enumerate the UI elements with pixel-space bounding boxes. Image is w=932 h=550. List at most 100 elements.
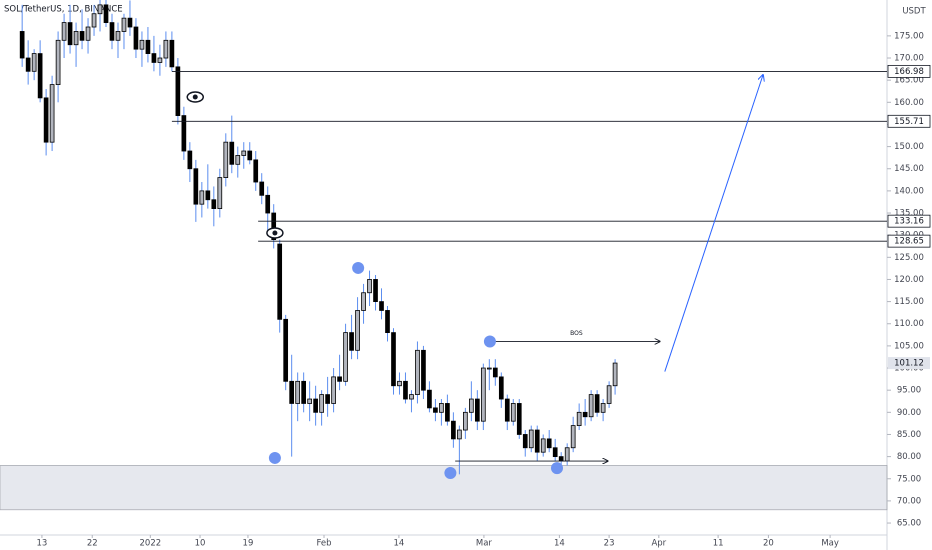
y-tick-label: 65.00 — [897, 519, 921, 529]
x-tick-label: Mar — [476, 539, 493, 549]
projection-arrow — [664, 75, 763, 372]
y-tick-label: 115.00 — [894, 297, 924, 307]
candle-body — [313, 398, 318, 413]
candle-body — [187, 150, 193, 170]
candle-body — [109, 22, 115, 41]
x-tick-label: 19 — [243, 539, 254, 549]
candle-body — [534, 429, 540, 453]
swing-point — [352, 261, 365, 274]
candle-body — [606, 385, 612, 404]
currency-label: USDT — [902, 7, 926, 17]
candle-body — [415, 349, 420, 396]
level-label: 133.16 — [894, 217, 924, 227]
candle-body — [546, 438, 552, 449]
y-tick-label: 145.00 — [894, 164, 924, 174]
candle-body — [97, 4, 103, 15]
candle-body — [373, 279, 378, 303]
candle-body — [391, 332, 396, 387]
candle-body — [133, 26, 139, 50]
eye-pupil — [192, 94, 198, 100]
candle-body — [55, 39, 61, 85]
candle-body — [474, 398, 480, 422]
candle-body — [427, 389, 432, 409]
candle-body — [337, 376, 342, 382]
candle-body — [163, 39, 169, 59]
candle-body — [103, 4, 109, 23]
eye-pupil — [272, 230, 278, 236]
candle-body — [91, 13, 97, 28]
x-tick-label: 11 — [713, 539, 724, 549]
candle-body — [433, 407, 438, 413]
x-tick-label: 2022 — [140, 539, 162, 549]
x-tick-label: Feb — [316, 539, 331, 549]
level-label-box — [887, 234, 931, 248]
candle-body — [229, 141, 235, 165]
swing-point — [268, 451, 281, 464]
candle-body — [325, 394, 330, 404]
candle-body — [445, 403, 450, 422]
candle-body — [403, 380, 408, 400]
level-label-box — [887, 114, 931, 128]
candle-body — [85, 26, 91, 41]
candle-body — [504, 398, 510, 422]
candle-body — [451, 420, 456, 440]
candle-body — [169, 39, 175, 68]
candle-body — [283, 318, 289, 382]
candle-body — [361, 292, 366, 311]
candle-body — [355, 310, 360, 351]
candle-body — [43, 97, 49, 143]
candle-body — [121, 17, 127, 32]
candle-body — [409, 394, 414, 400]
candle-body — [594, 394, 600, 413]
last-price-label: 101.12 — [894, 359, 924, 369]
candle-body — [277, 243, 283, 320]
y-tick-label: 90.00 — [897, 408, 921, 418]
candle-body — [271, 212, 277, 240]
candle-body — [289, 380, 295, 404]
swing-point — [483, 335, 496, 348]
level-label-box — [887, 214, 931, 228]
candle-body — [319, 394, 324, 413]
candle-body — [175, 66, 181, 116]
y-tick-label: 140.00 — [894, 186, 924, 196]
level-label-box — [887, 64, 931, 78]
y-tick-label: 125.00 — [894, 253, 924, 263]
candle-body — [588, 394, 594, 418]
y-tick-label: 80.00 — [897, 452, 921, 462]
candle-body — [421, 349, 426, 391]
candle-body — [558, 456, 564, 462]
x-tick-label: 23 — [604, 539, 615, 549]
candle-body — [217, 177, 223, 209]
swing-point — [444, 466, 457, 479]
candle-body — [564, 447, 570, 462]
candle-body — [480, 367, 486, 422]
y-tick-label: 135.00 — [894, 209, 924, 219]
candle-body — [181, 115, 187, 152]
candle-body — [79, 31, 85, 41]
candle-body — [253, 159, 259, 183]
candle-body — [492, 367, 498, 378]
candle-body — [486, 367, 492, 370]
candle-body — [265, 194, 271, 214]
candle-body — [600, 403, 606, 413]
y-tick-label: 160.00 — [894, 98, 924, 108]
y-tick-label: 170.00 — [894, 54, 924, 64]
candle-body — [259, 181, 265, 196]
candle-body — [301, 380, 306, 404]
y-tick-label: 120.00 — [894, 275, 924, 285]
candle-body — [307, 398, 312, 404]
candle-body — [139, 39, 145, 50]
candle-body — [145, 39, 151, 54]
candle-body — [205, 190, 211, 201]
candle-body — [127, 17, 133, 28]
candle-body — [582, 411, 588, 418]
candle-body — [157, 57, 163, 63]
candle-body — [19, 31, 25, 59]
y-tick-label: 95.00 — [897, 386, 921, 396]
candle-body — [528, 429, 534, 449]
candle-body — [552, 447, 558, 458]
candle-body — [510, 403, 516, 422]
y-tick-label: 150.00 — [894, 142, 924, 152]
candle-body — [73, 31, 79, 46]
